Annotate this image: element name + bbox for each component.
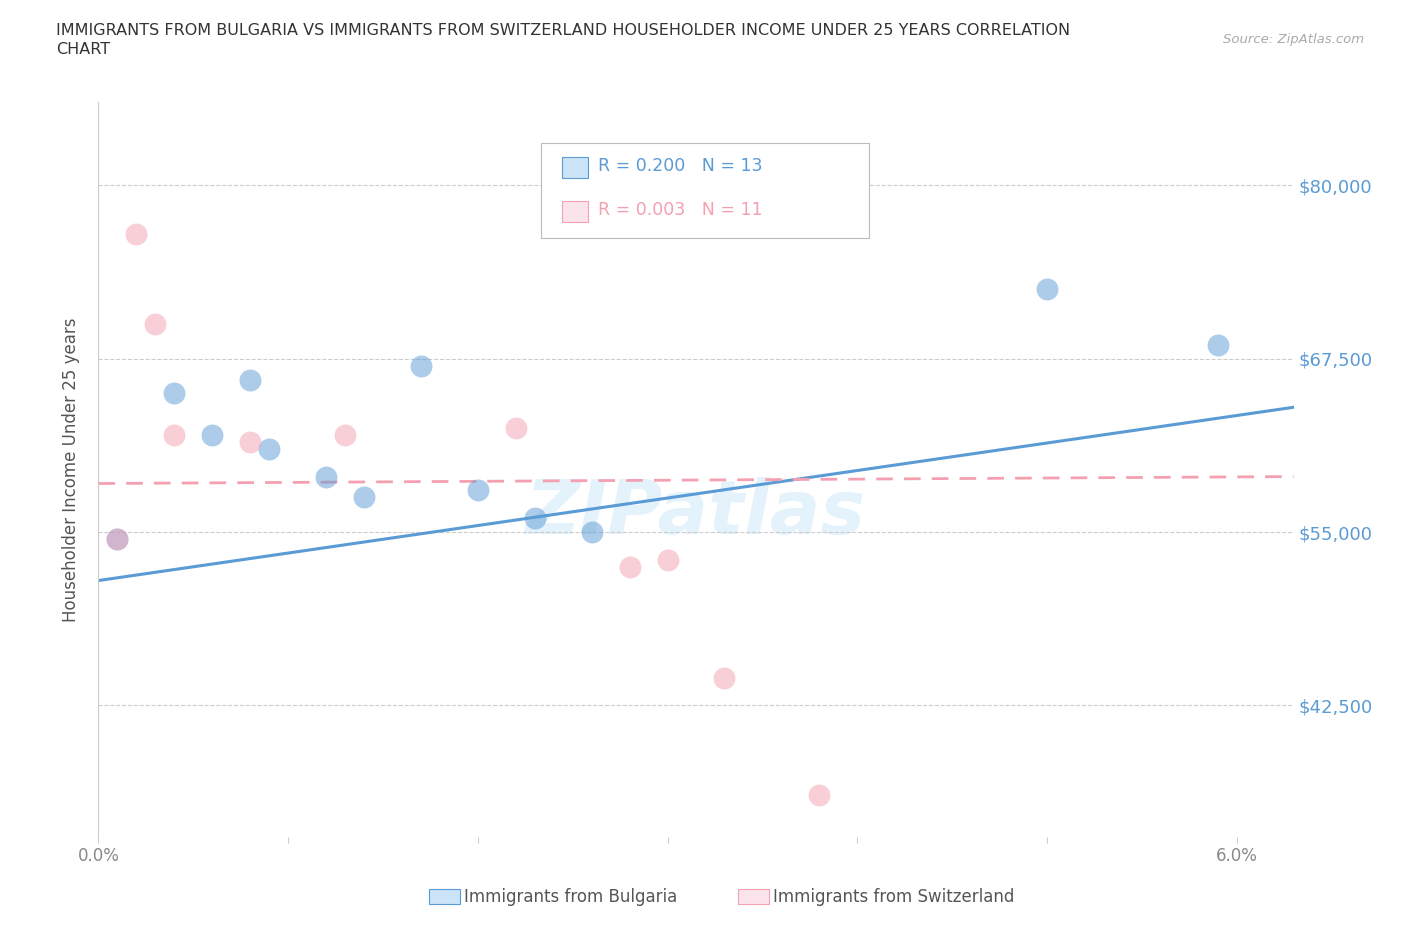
Point [1036, 282, 1059, 297]
Point [257, 442, 280, 457]
FancyBboxPatch shape [541, 142, 869, 238]
Text: Source: ZipAtlas.com: Source: ZipAtlas.com [1223, 33, 1364, 46]
Point [163, 428, 186, 443]
Text: Immigrants from Switzerland: Immigrants from Switzerland [773, 887, 1015, 906]
Point [619, 559, 641, 574]
Point [523, 511, 546, 525]
Point [105, 532, 128, 547]
Text: Immigrants from Bulgaria: Immigrants from Bulgaria [464, 887, 678, 906]
Point [239, 372, 262, 387]
Point [1206, 338, 1229, 352]
Point [125, 227, 148, 242]
FancyBboxPatch shape [562, 157, 589, 178]
Text: R = 0.200   N = 13: R = 0.200 N = 13 [598, 157, 762, 175]
Point [808, 788, 831, 803]
Text: CHART: CHART [56, 42, 110, 57]
Point [713, 671, 735, 685]
Point [505, 420, 527, 435]
Point [315, 469, 337, 484]
Text: IMMIGRANTS FROM BULGARIA VS IMMIGRANTS FROM SWITZERLAND HOUSEHOLDER INCOME UNDER: IMMIGRANTS FROM BULGARIA VS IMMIGRANTS F… [56, 23, 1070, 38]
Point [333, 428, 356, 443]
Point [409, 358, 432, 373]
Point [467, 483, 489, 498]
Point [201, 428, 224, 443]
Point [657, 552, 679, 567]
Point [239, 434, 262, 449]
Point [353, 490, 375, 505]
Point [581, 525, 603, 539]
Point [163, 386, 186, 401]
Point [105, 532, 128, 547]
Point [143, 316, 166, 331]
Y-axis label: Householder Income Under 25 years: Householder Income Under 25 years [62, 317, 80, 622]
FancyBboxPatch shape [562, 202, 589, 222]
Text: R = 0.003   N = 11: R = 0.003 N = 11 [598, 201, 762, 219]
Text: ZIPatlas: ZIPatlas [526, 477, 866, 551]
